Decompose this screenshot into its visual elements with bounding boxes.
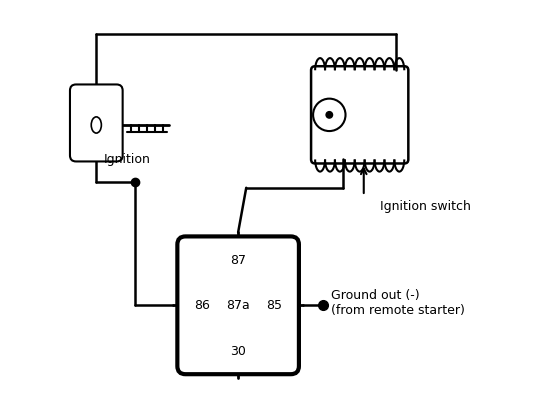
Text: 87a: 87a bbox=[227, 299, 250, 312]
Text: 86: 86 bbox=[193, 299, 209, 312]
Ellipse shape bbox=[91, 117, 101, 133]
FancyBboxPatch shape bbox=[311, 66, 408, 164]
Text: 30: 30 bbox=[230, 346, 246, 358]
FancyBboxPatch shape bbox=[70, 84, 123, 162]
FancyBboxPatch shape bbox=[177, 236, 299, 374]
Text: Ignition switch: Ignition switch bbox=[380, 200, 471, 213]
Circle shape bbox=[326, 112, 333, 118]
Text: 85: 85 bbox=[266, 299, 282, 312]
Text: Ignition: Ignition bbox=[103, 153, 150, 166]
Text: 87: 87 bbox=[230, 254, 246, 267]
Text: Ground out (-)
(from remote starter): Ground out (-) (from remote starter) bbox=[332, 289, 465, 317]
Circle shape bbox=[313, 99, 345, 131]
